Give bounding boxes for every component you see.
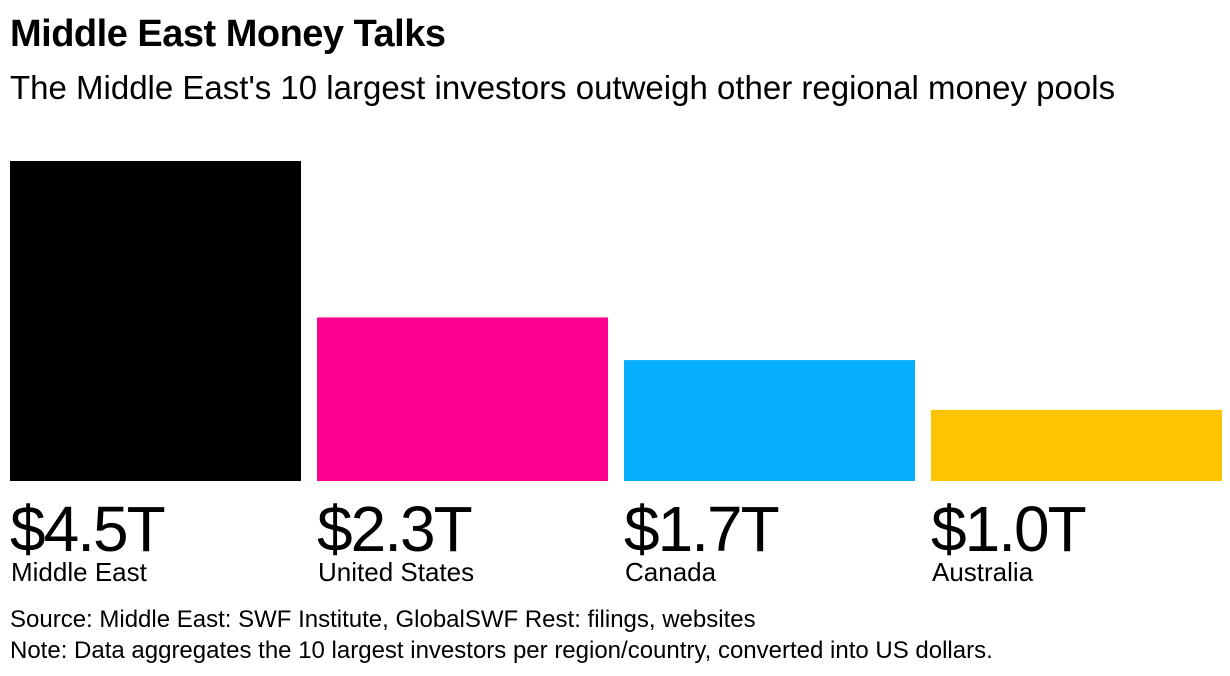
bar-middle-east <box>10 161 301 481</box>
bar-chart: $4.5T Middle East $2.3T United States $1.7T C… <box>0 140 1230 600</box>
value-label-middle-east: $4.5T <box>10 493 165 565</box>
data-note: Note: Data aggregates the 10 largest inv… <box>10 637 993 664</box>
chart-subtitle: The Middle East's 10 largest investors o… <box>10 69 1116 106</box>
chart-footer: Source: Middle East: SWF Institute, Glob… <box>10 604 993 666</box>
chart-title: Middle East Money Talks <box>10 13 446 55</box>
category-label-canada: Canada <box>625 557 717 587</box>
category-label-middle-east: Middle East <box>11 557 148 587</box>
value-label-united-states: $2.3T <box>317 493 472 565</box>
value-label-canada: $1.7T <box>624 493 779 565</box>
bar-united-states <box>317 317 608 481</box>
source-note: Source: Middle East: SWF Institute, Glob… <box>10 606 756 633</box>
bar-australia <box>931 409 1222 481</box>
bar-canada <box>624 360 915 481</box>
category-label-united-states: United States <box>318 557 474 587</box>
category-label-australia: Australia <box>932 557 1034 587</box>
value-label-australia: $1.0T <box>931 493 1086 565</box>
